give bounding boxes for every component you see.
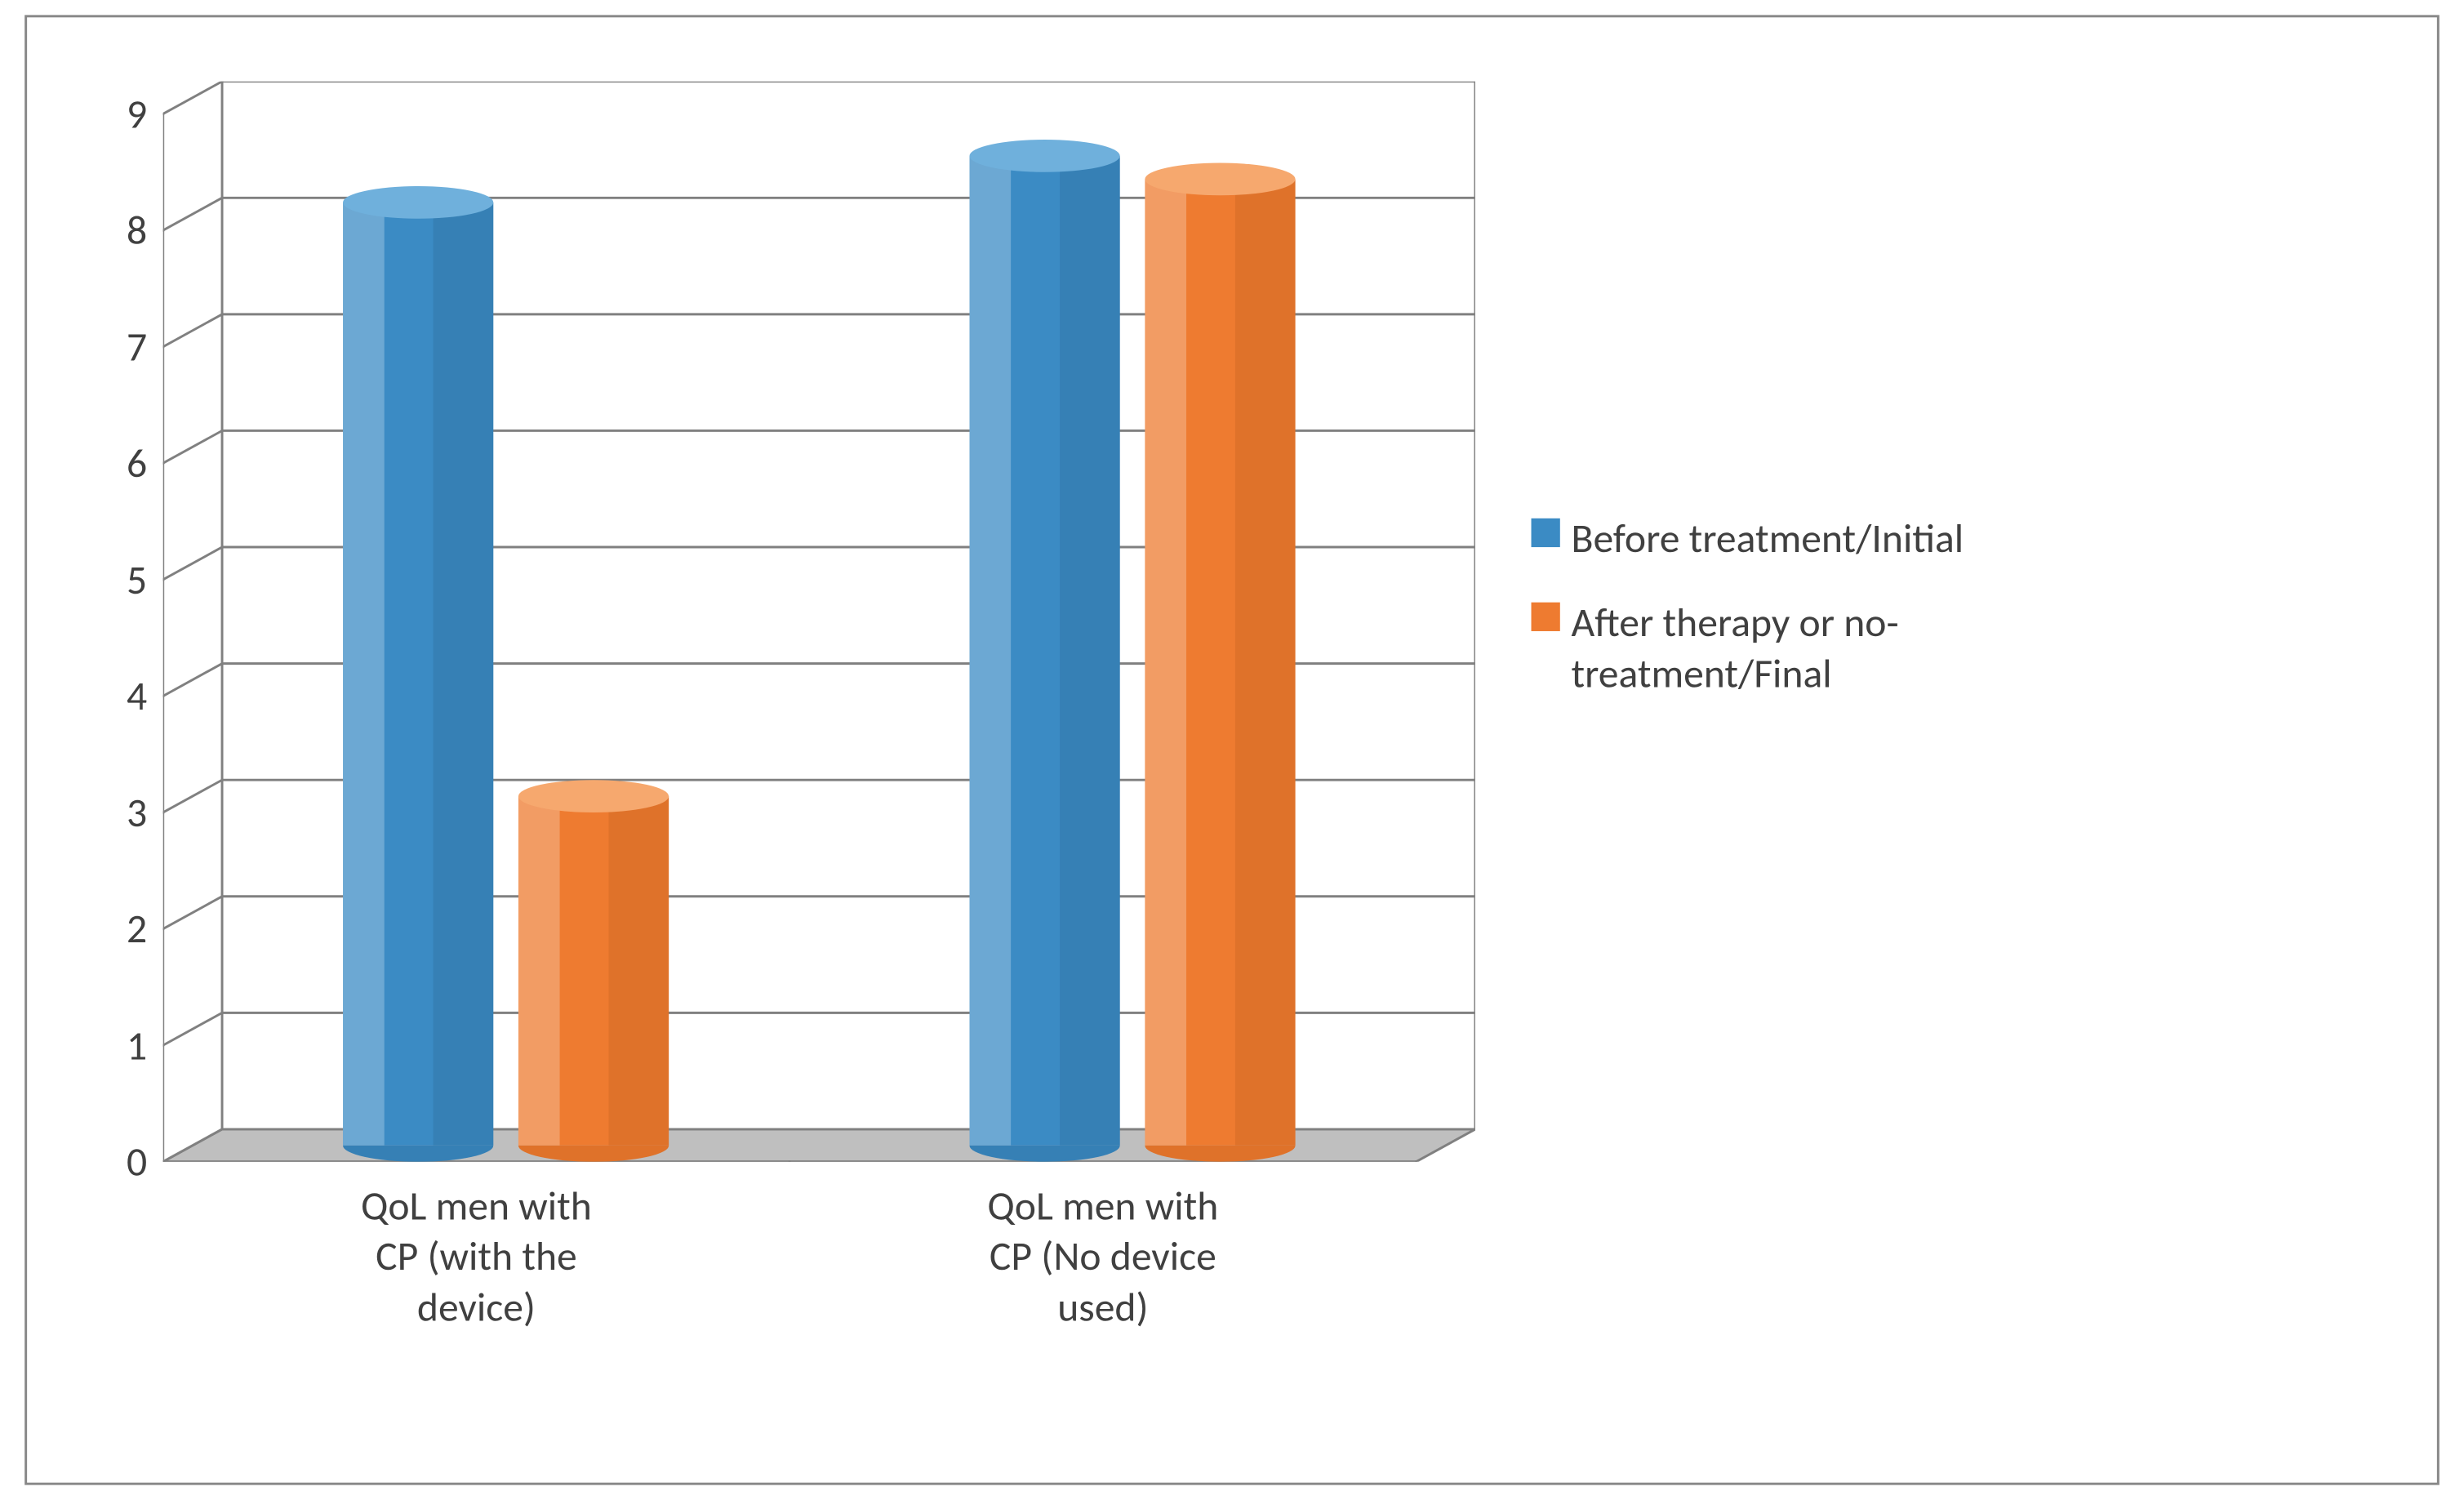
y-tick-label: 8 [99, 206, 147, 256]
y-tick-label: 1 [99, 1021, 147, 1070]
y-tick-label: 4 [99, 671, 147, 721]
x-category-label: QoL men with CP (with the device) [163, 1181, 789, 1333]
x-category-label: QoL men with CP (No device used) [789, 1181, 1416, 1333]
legend: Before treatment/Initial After therapy or… [1532, 514, 2380, 733]
x-axis-labels: QoL men with CP (with the device)QoL men… [163, 1181, 1417, 1333]
y-tick-label: 2 [99, 904, 147, 954]
y-tick-label: 7 [99, 322, 147, 372]
y-tick-label: 9 [99, 89, 147, 139]
legend-label: Before treatment/Initial [1572, 514, 1964, 564]
legend-label: After therapy or no- treatment/Final [1572, 598, 1899, 699]
y-tick-label: 5 [99, 554, 147, 604]
y-tick-label: 0 [99, 1137, 147, 1186]
legend-item: After therapy or no- treatment/Final [1532, 598, 2380, 699]
plot-area [163, 82, 1475, 1162]
legend-item: Before treatment/Initial [1532, 514, 2380, 564]
legend-swatch [1532, 519, 1560, 547]
y-tick-label: 3 [99, 788, 147, 838]
bar-chart-svg [163, 82, 1475, 1162]
legend-swatch [1532, 603, 1560, 631]
y-tick-label: 6 [99, 438, 147, 488]
chart-frame: 0 1 2 3 4 5 6 7 8 9 QoL men with CP (with the dev… [24, 15, 2440, 1484]
